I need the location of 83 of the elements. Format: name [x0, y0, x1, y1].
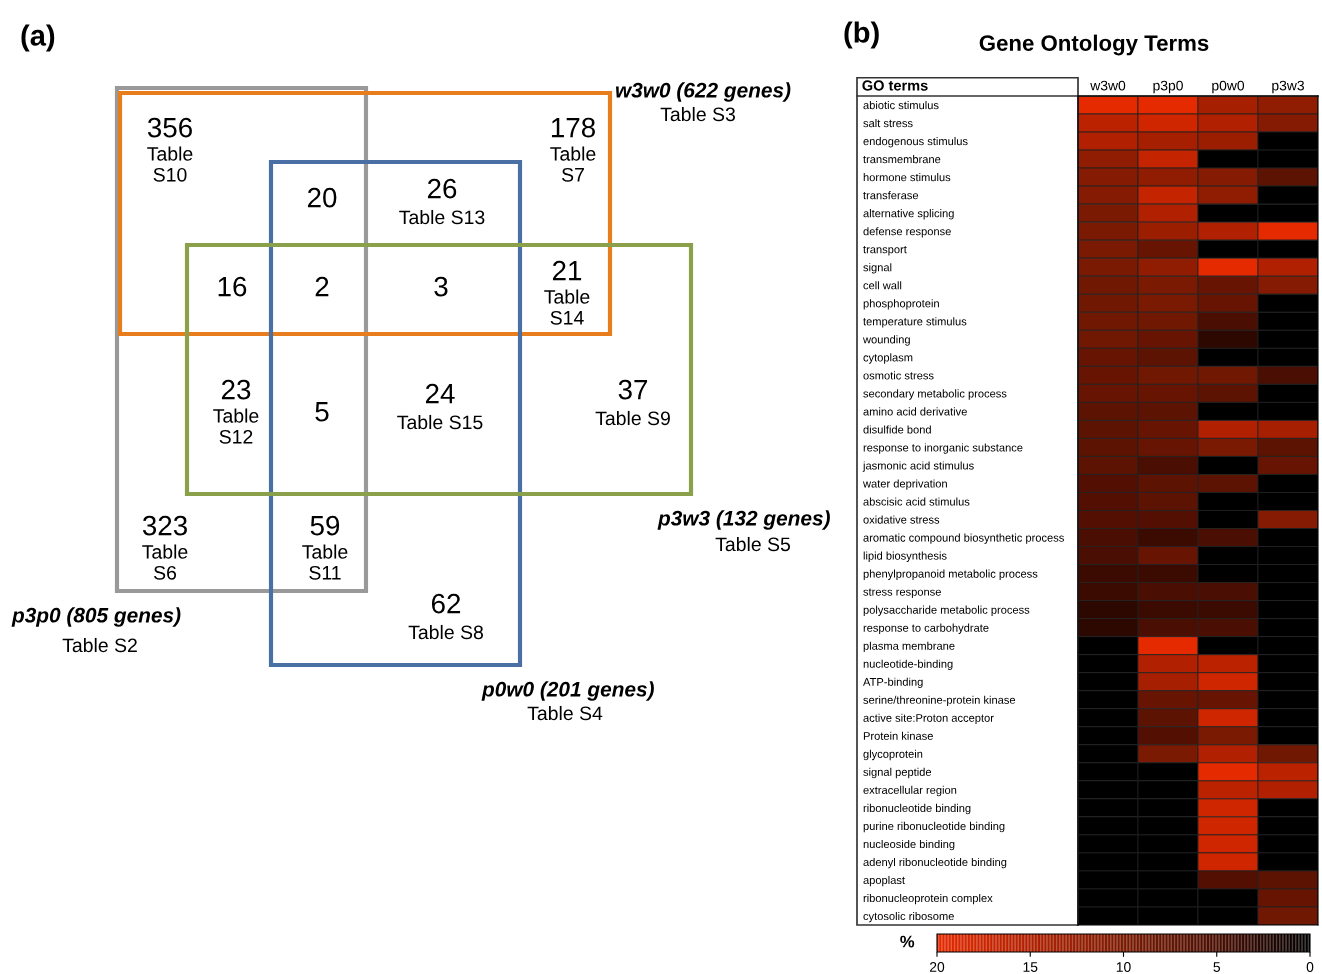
text: 20	[307, 187, 337, 208]
y-tick-label: glycoprotein	[863, 749, 923, 761]
text: 323 Table S6	[142, 515, 188, 580]
caption: Table S2	[62, 637, 137, 653]
y-tick-label: adenyl ribonucleotide binding	[863, 857, 1007, 869]
caption: Table S4	[527, 705, 603, 721]
y-tick-label: active site:Proton acceptor	[863, 713, 994, 725]
category-label: w3w0 (622 genes)	[616, 82, 791, 102]
y-tick-label: phenylpropanoid metabolic process	[863, 569, 1038, 580]
text: 24 Table S15	[397, 383, 483, 430]
y-tick-label: Protein kinase	[863, 731, 933, 740]
text: 2	[315, 276, 329, 297]
text: 26 Table S13	[399, 178, 485, 225]
color-bar-label: 15	[1023, 962, 1038, 972]
y-tick-label: ATP-binding	[863, 677, 923, 689]
y-tick-label: secondary metabolic process	[863, 389, 1007, 400]
y-tick-label: ribonucleoprotein complex	[863, 893, 993, 905]
text: 62 Table S8	[408, 593, 483, 640]
text: (a)	[21, 24, 55, 52]
x-tick-label: w3w0	[1090, 80, 1126, 91]
color-bar-label: 10	[1116, 962, 1131, 972]
text: 16	[218, 276, 247, 297]
y-tick-label: plasma membrane	[863, 641, 955, 652]
y-tick-label: apoplast	[863, 875, 905, 887]
y-axis-title: GO terms	[862, 80, 928, 91]
text: 356 Table S10	[147, 117, 193, 182]
y-tick-label: stress response	[863, 588, 941, 598]
y-tick-label: phosphoprotein	[863, 299, 939, 310]
y-tick-label: lipid biosynthesis	[863, 551, 947, 562]
category-label: p0w0 (201 genes)	[481, 681, 654, 701]
y-tick-label: nucleotide-binding	[863, 659, 953, 671]
category-label: p3w3 (132 genes)	[657, 510, 830, 530]
y-tick-label: ribonucleotide binding	[863, 803, 971, 815]
y-tick-label: cytosolic ribosome	[863, 911, 954, 923]
caption: Table S3	[660, 106, 735, 122]
y-tick-label: nucleoside binding	[863, 839, 955, 851]
color-bar-title: %	[900, 935, 915, 948]
y-tick-label: transmembrane	[863, 155, 941, 164]
y-tick-label: abiotic stimulus	[863, 100, 939, 110]
text: 37 Table S9	[595, 379, 670, 426]
y-tick-label: salt stress	[863, 119, 913, 128]
x-tick-label: p3p0	[1153, 80, 1183, 94]
y-tick-label: temperature stimulus	[863, 317, 967, 328]
text: 23 Table S12	[213, 379, 259, 444]
text: (b)	[844, 21, 879, 49]
color-bar-label: 0	[1306, 962, 1314, 972]
y-tick-label: amino acid derivative	[863, 407, 967, 416]
y-tick-label: wounding	[862, 335, 910, 346]
y-tick-label: alternative splicing	[863, 209, 954, 220]
color-bar-label: 20	[929, 962, 945, 972]
y-tick-label: jasmonic acid stimulus	[862, 461, 974, 472]
y-tick-label: endogenous stimulus	[863, 137, 968, 148]
y-tick-label: signal peptide	[863, 767, 932, 779]
y-tick-label: extracellular region	[863, 785, 957, 797]
y-tick-label: purine ribonucleotide binding	[863, 821, 1005, 833]
text: 21 Table S14	[544, 260, 590, 325]
y-tick-label: response to carbohydrate	[863, 623, 989, 634]
y-tick-label: defense response	[863, 227, 951, 238]
y-tick-label: cell wall	[863, 281, 902, 290]
y-tick-label: serine/threonine-protein kinase	[863, 695, 1016, 707]
y-tick-label: cytoplasm	[863, 353, 913, 364]
text: 3	[434, 276, 448, 297]
y-tick-label: water deprivation	[862, 479, 947, 490]
y-tick-label: signal	[863, 263, 892, 274]
y-tick-label: response to inorganic substance	[863, 443, 1023, 454]
text: 178 Table S7	[550, 117, 596, 182]
y-tick-label: aromatic compound biosynthetic process	[863, 533, 1064, 544]
y-tick-label: transferase	[863, 191, 919, 200]
x-tick-label: p0w0	[1212, 80, 1245, 94]
y-tick-label: hormone stimulus	[863, 173, 951, 182]
category-label: p3p0 (805 genes)	[11, 607, 181, 627]
y-tick-label: transport	[863, 246, 907, 256]
y-tick-label: polysaccharide metabolic process	[863, 605, 1030, 616]
text: 59 Table S11	[302, 515, 348, 580]
y-tick-label: disulfide bond	[863, 425, 931, 434]
text: 5	[315, 402, 329, 422]
caption: Table S5	[715, 536, 791, 552]
y-tick-label: oxidative stress	[863, 515, 940, 524]
chart-title: Gene Ontology Terms	[979, 34, 1209, 56]
x-tick-label: p3w3	[1272, 80, 1304, 94]
y-tick-label: osmotic stress	[863, 371, 934, 380]
y-tick-label: abscisic acid stimulus	[863, 497, 970, 506]
color-bar-label: 5	[1213, 962, 1221, 972]
